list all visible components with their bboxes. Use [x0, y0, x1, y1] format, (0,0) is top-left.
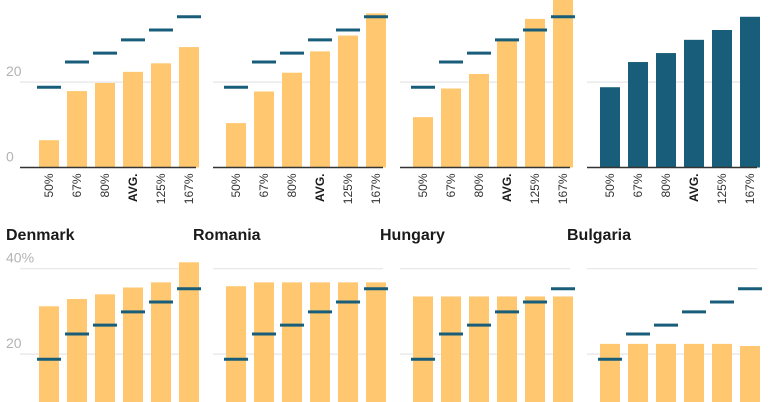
panel-romania: Romania [193, 227, 388, 402]
panel-row1-col4: 50% 67% 80% AVG. 125% 167% [587, 16, 760, 204]
x-tick-label: 125% [341, 173, 355, 204]
x-tick-label: 125% [154, 173, 168, 204]
bar-50pct [226, 123, 246, 168]
x-tick-label: 50% [603, 173, 617, 197]
x-tick-label: 67% [631, 173, 645, 197]
x-tick-label: 80% [285, 173, 299, 197]
bar-50pct [600, 87, 620, 168]
x-tick-label: AVG. [500, 174, 514, 202]
y-tick-label: 20 [6, 63, 22, 79]
panel-denmark: Denmark 40% 20 [6, 227, 201, 402]
bar-avg [310, 282, 330, 402]
panel-title: Hungary [380, 227, 445, 244]
bar-125pct [712, 30, 732, 168]
panel-bulgaria: Bulgaria [567, 227, 762, 402]
bar-67pct [67, 299, 87, 402]
x-tick-label: 167% [743, 173, 757, 204]
bar-167pct [366, 13, 386, 168]
bar-167pct [366, 282, 386, 402]
bar-avg [684, 39, 704, 168]
x-tick-label: 167% [182, 173, 196, 204]
bar-80pct [282, 72, 302, 168]
panel-row1-col2: 50% 67% 80% AVG. 125% 167% [213, 13, 388, 204]
panel-row1-col3: 50% 67% 80% AVG. 125% 167% [400, 0, 575, 204]
x-tick-label: 67% [257, 173, 271, 197]
panel-row1-col1: 0 20 50% 67% 80% AVG. 125% 167% [6, 15, 201, 204]
panel-title: Denmark [6, 227, 75, 244]
bar-80pct [469, 73, 489, 168]
bar-67pct [441, 88, 461, 168]
bar-avg [123, 71, 143, 168]
x-tick-label: 67% [444, 173, 458, 197]
bar-125pct [338, 282, 358, 402]
panel-title: Bulgaria [567, 227, 631, 244]
bar-167pct [553, 0, 573, 168]
bar-167pct [740, 345, 760, 402]
bar-50pct [413, 296, 433, 402]
bar-125pct [712, 343, 732, 402]
bar-80pct [95, 82, 115, 168]
bar-67pct [254, 282, 274, 402]
panel-title: Romania [193, 227, 261, 244]
x-tick-label: AVG. [126, 174, 140, 202]
bar-167pct [179, 47, 199, 168]
bar-80pct [469, 296, 489, 402]
bar-67pct [628, 343, 648, 402]
bar-125pct [525, 18, 545, 168]
bar-50pct [600, 343, 620, 402]
bar-125pct [338, 35, 358, 168]
x-tick-label: 167% [556, 173, 570, 204]
bar-80pct [282, 282, 302, 402]
bar-80pct [95, 294, 115, 402]
x-tick-label: 67% [70, 173, 84, 197]
bar-80pct [656, 343, 676, 402]
bar-167pct [179, 262, 199, 402]
bar-67pct [254, 91, 274, 168]
bar-125pct [151, 63, 171, 168]
x-tick-label: 80% [472, 173, 486, 197]
bar-125pct [151, 282, 171, 402]
bar-50pct [39, 306, 59, 402]
x-tick-label: 167% [369, 173, 383, 204]
x-tick-label: 80% [659, 173, 673, 197]
x-tick-label: 50% [42, 173, 56, 197]
x-tick-label: 50% [229, 173, 243, 197]
x-tick-label: 80% [98, 173, 112, 197]
bar-avg [497, 296, 517, 402]
bar-50pct [39, 140, 59, 168]
panel-hungary: Hungary [380, 227, 575, 402]
x-tick-label: 125% [528, 173, 542, 204]
bar-67pct [628, 62, 648, 168]
y-tick-label: 40% [6, 250, 34, 266]
bar-avg [497, 39, 517, 168]
bar-50pct [226, 286, 246, 402]
y-tick-label: 20 [6, 335, 22, 351]
bar-avg [310, 51, 330, 168]
x-tick-label: AVG. [313, 174, 327, 202]
bar-167pct [553, 296, 573, 402]
bar-80pct [656, 53, 676, 168]
bar-167pct [740, 16, 760, 168]
x-tick-label: 125% [715, 173, 729, 204]
bar-67pct [67, 91, 87, 168]
x-tick-label: 50% [416, 173, 430, 197]
bar-67pct [441, 296, 461, 402]
bar-avg [684, 343, 704, 402]
bar-125pct [525, 296, 545, 402]
x-tick-label: AVG. [687, 174, 701, 202]
y-tick-label: 0 [6, 149, 14, 165]
bar-avg [123, 287, 143, 402]
bar-50pct [413, 117, 433, 168]
